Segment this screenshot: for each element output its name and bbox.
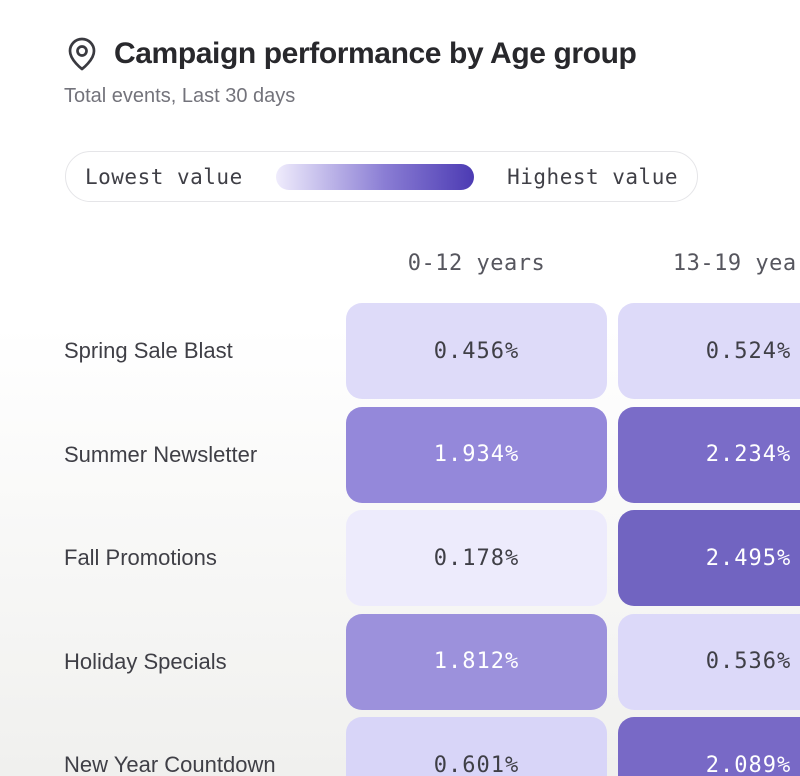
row-label: Holiday Specials [64, 648, 227, 674]
heatmap-row: Spring Sale Blast 0.456% 0.524% [0, 303, 800, 399]
row-label: Summer Newsletter [64, 441, 258, 467]
heatmap-cell[interactable]: 0.456% [346, 303, 607, 399]
heatmap-cell[interactable]: 0.524% [618, 303, 800, 399]
cell-value: 0.524% [705, 338, 792, 364]
heatmap-grid: Spring Sale Blast 0.456% 0.524% Summer N… [0, 303, 800, 776]
heatmap-cell[interactable]: 2.089% [618, 717, 800, 776]
cell-value: 2.495% [705, 545, 792, 571]
column-header-0-12-years: 0-12 years [407, 251, 546, 276]
row-label: Fall Promotions [64, 545, 217, 570]
cell-value: 2.089% [705, 752, 792, 776]
header: Campaign performance by Age group [64, 36, 637, 72]
heatmap-row: Summer Newsletter 1.934% 2.234% [0, 406, 800, 503]
heatmap-row: Fall Promotions 0.178% 2.495% [0, 510, 800, 606]
cell-value: 1.812% [433, 649, 520, 674]
cell-value: 0.536% [705, 649, 792, 674]
cell-value: 0.178% [433, 545, 520, 571]
legend-high-label: Highest value [507, 164, 678, 189]
heatmap-row: Holiday Specials 1.812% 0.536% [0, 613, 800, 710]
cell-value: 2.234% [705, 442, 792, 467]
cell-value: 0.601% [433, 752, 520, 776]
page-title: Campaign performance by Age group [114, 37, 637, 70]
page-subtitle: Total events, Last 30 days [64, 85, 296, 107]
location-pin-icon [64, 36, 100, 72]
row-label: Spring Sale Blast [64, 338, 233, 363]
heatmap-cell[interactable]: 0.601% [346, 717, 607, 776]
heatmap-cell[interactable]: 1.934% [346, 406, 607, 503]
heatmap-cell[interactable]: 2.234% [618, 406, 800, 503]
cell-value: 0.456% [433, 338, 520, 364]
heatmap-cell[interactable]: 1.812% [346, 613, 607, 710]
row-label: New Year Countdown [64, 752, 276, 776]
column-header-13-19-years: 13-19 years [672, 251, 800, 276]
heatmap-cell[interactable]: 0.178% [346, 510, 607, 606]
legend-low-label: Lowest value [85, 164, 243, 189]
cell-value: 1.934% [433, 442, 520, 467]
heatmap-row: New Year Countdown 0.601% 2.089% [0, 717, 800, 776]
legend-gradient-bar [275, 163, 474, 190]
heatmap-cell[interactable]: 2.495% [618, 510, 800, 606]
color-scale-legend: Lowest value Highest value [65, 151, 698, 202]
heatmap-cell[interactable]: 0.536% [618, 613, 800, 710]
